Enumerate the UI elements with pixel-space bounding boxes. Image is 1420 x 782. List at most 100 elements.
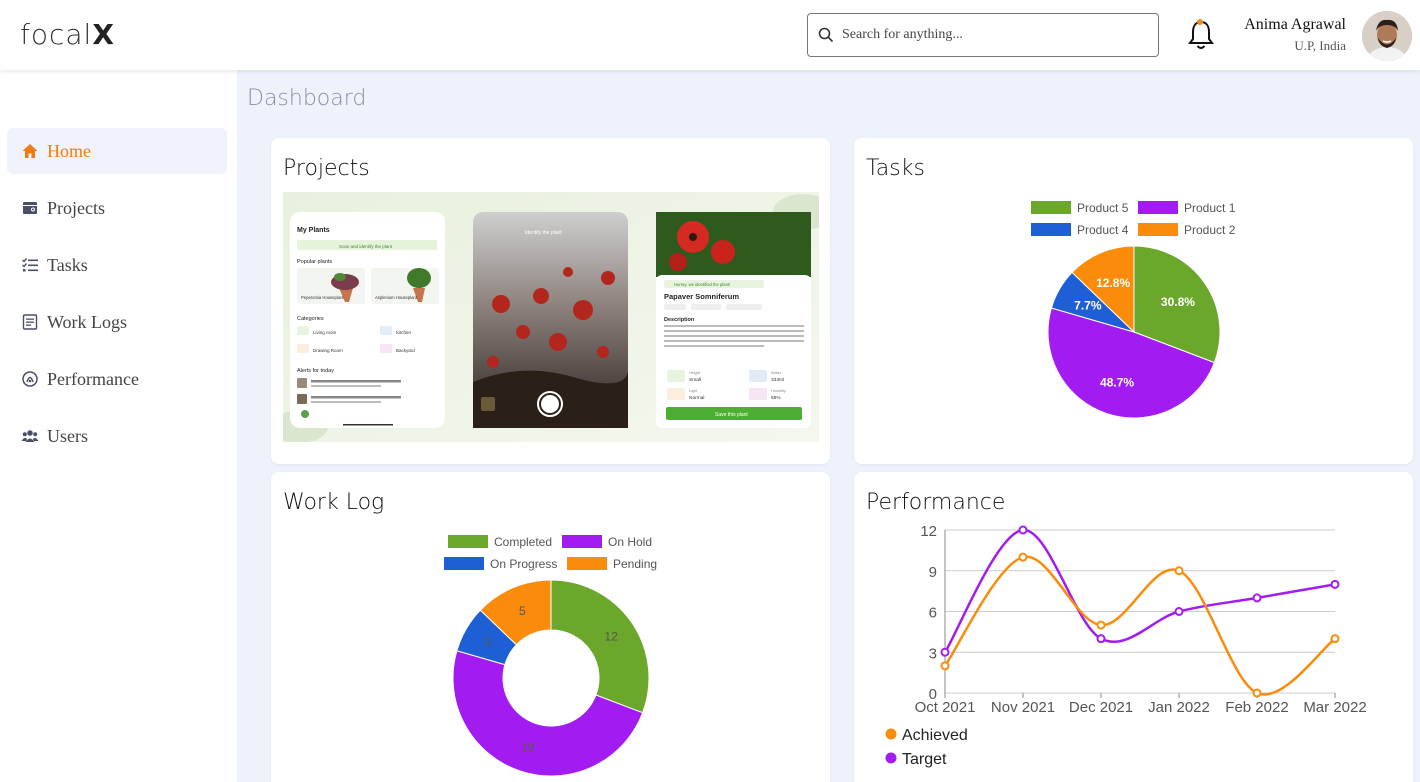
sidebar-item-home[interactable]: Home <box>7 128 227 174</box>
screen1-popular: Popular plants <box>297 259 332 265</box>
sidebar-item-projects[interactable]: Projects <box>7 185 227 231</box>
screen3-description: Description <box>664 317 695 323</box>
y-tick-label: 12 <box>920 523 937 540</box>
screen1-title: My Plants <box>297 227 330 234</box>
data-point-target <box>1096 634 1106 644</box>
performance-card: Performance 0 3 6 9 12 Oct 2021 Nov 2021 Dec 20… <box>854 472 1413 782</box>
pie-slice-product-2 <box>1071 245 1135 334</box>
worklogs-icon <box>21 313 39 331</box>
sidebar-item-worklogs[interactable]: Work Logs <box>7 299 227 345</box>
slice-value-product-2: 12.8% <box>1096 276 1130 290</box>
legend-swatch-completed <box>448 535 488 548</box>
sidebar-item-tasks[interactable]: Tasks <box>7 242 227 288</box>
search-box[interactable] <box>807 13 1159 57</box>
screen3-humidity-label: Humidity <box>771 389 786 393</box>
screen3-water-value: 333ml <box>771 377 784 383</box>
x-tick-label: Oct 2021 <box>915 699 976 716</box>
screen1-cat3: Drawing Room <box>313 348 343 353</box>
screen3-save: Save this plant <box>715 412 748 418</box>
data-point-target <box>1330 579 1340 589</box>
pie-slice-product-1 <box>1047 307 1215 419</box>
series-line-achieved <box>943 555 1336 696</box>
slice-value-pending: 5 <box>519 604 526 618</box>
top-header: focalX Anima Agrawal U.P, India <box>0 0 1420 70</box>
legend-swatch-product-5 <box>1031 201 1071 214</box>
worklog-card: Work Log Completed On Hold On Progress Pend… <box>271 472 830 782</box>
brand-logo[interactable]: focalX <box>20 18 115 51</box>
screen1-cat4: Backyard <box>396 348 415 353</box>
legend-dot-target <box>885 752 897 764</box>
card-title: Tasks <box>866 156 925 181</box>
legend-swatch-on-hold <box>562 535 602 548</box>
sidebar-item-label: Home <box>47 140 91 161</box>
performance-line-chart: 0 3 6 9 12 Oct 2021 Nov 2021 Dec 2021 Jan 2022 Fe… <box>885 523 1367 768</box>
user-name: Anima Agrawal <box>1244 16 1346 33</box>
slice-value-on-progress: 3 <box>484 635 491 649</box>
home-icon <box>21 142 39 160</box>
notification-bell-icon[interactable] <box>1186 18 1216 52</box>
sidebar-item-performance[interactable]: Performance <box>7 356 227 402</box>
legend-swatch-product-2 <box>1138 223 1178 236</box>
card-title: Work Log <box>283 490 385 515</box>
screen1-cat1: Living room <box>313 330 337 335</box>
data-point-achieved <box>1330 634 1340 644</box>
tasks-pie-chart: Product 5 Product 1 Product 4 Product 2 30.8… <box>1031 201 1236 419</box>
search-input[interactable] <box>842 27 1142 43</box>
data-point-achieved <box>1252 688 1262 698</box>
y-tick-label: 0 <box>929 686 937 703</box>
x-tick-label: Feb 2022 <box>1225 699 1288 716</box>
screen1-categories: Categories <box>297 316 324 322</box>
y-tick-label: 3 <box>929 645 937 662</box>
project-preview-image[interactable]: My Plants Scan and identify the plant Po… <box>283 192 819 442</box>
user-avatar[interactable] <box>1362 11 1412 61</box>
legend-label-target: Target <box>902 751 947 768</box>
search-icon <box>818 27 834 43</box>
sidebar-item-label: Work Logs <box>47 311 128 332</box>
screen2-title: Identify the plant <box>525 230 562 236</box>
y-tick-label: 6 <box>929 605 937 622</box>
legend-label-on-hold: On Hold <box>608 535 652 549</box>
pie-slice-pending <box>479 579 552 646</box>
data-point-achieved <box>1018 552 1028 562</box>
data-point-target <box>1018 525 1028 535</box>
screen1-cat2: Kitchen <box>396 330 412 335</box>
legend-label-achieved: Achieved <box>902 727 968 744</box>
tasks-card: Tasks Product 5 Product 1 Product 4 Product… <box>854 138 1413 464</box>
slice-value-on-hold: 19 <box>521 740 535 754</box>
legend-swatch-pending <box>567 557 607 570</box>
legend-swatch-product-1 <box>1138 201 1178 214</box>
page-title: Dashboard <box>247 86 367 111</box>
sidebar-item-users[interactable]: Users <box>7 413 227 459</box>
legend-label-completed: Completed <box>494 535 552 549</box>
screen3-humidity-value: 56% <box>771 395 781 401</box>
legend-dot-achieved <box>885 728 897 740</box>
sidebar: Home Projects Tasks Work Logs Performanc… <box>0 70 237 782</box>
users-icon <box>21 427 39 445</box>
screen3-light-value: Normal <box>689 395 704 401</box>
x-tick-label: Mar 2022 <box>1303 699 1366 716</box>
user-location: U.P, India <box>1294 38 1346 53</box>
legend-swatch-product-4 <box>1031 223 1071 236</box>
data-point-achieved <box>1096 620 1106 630</box>
logo-x: X <box>92 18 115 51</box>
projects-icon <box>21 199 39 217</box>
screen3-height-label: Height <box>689 371 701 375</box>
screen3-banner: Hurray, we identified the plant! <box>674 282 730 287</box>
screen1-scan: Scan and identify the plant <box>339 244 393 249</box>
sidebar-item-label: Tasks <box>47 254 88 275</box>
screen3-water-label: Water <box>771 371 782 375</box>
screen1-plant2: Asplenium Houseplant <box>375 295 418 300</box>
pie-slice-product-5 <box>1133 245 1221 364</box>
screen1-alerts: Alerts for today <box>297 368 334 374</box>
screen3-light-label: Light <box>689 389 698 393</box>
sidebar-item-label: Performance <box>47 368 139 389</box>
pie-slice-on-hold <box>452 650 644 777</box>
logo-text: focal <box>20 18 93 51</box>
x-tick-label: Jan 2022 <box>1148 699 1210 716</box>
card-title: Projects <box>283 156 370 181</box>
screen1-plant1: Peperomia Houseplant <box>301 295 344 300</box>
pie-slice-completed <box>550 579 650 714</box>
data-point-target <box>940 647 950 657</box>
x-tick-label: Dec 2021 <box>1069 699 1133 716</box>
performance-icon <box>21 370 39 388</box>
